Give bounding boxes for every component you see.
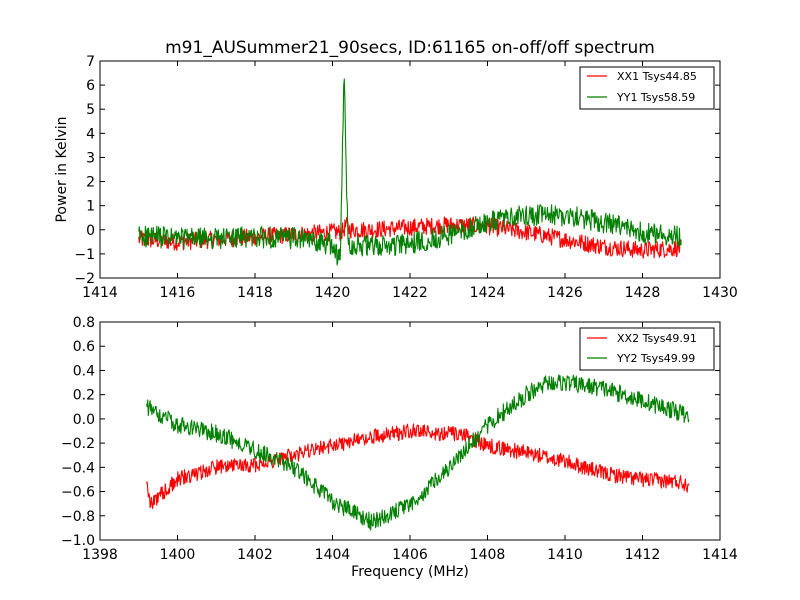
x-tick-label: 1416 xyxy=(160,285,196,301)
y-tick-label: 0.6 xyxy=(73,339,95,355)
x-tick-label: 1424 xyxy=(470,285,506,301)
y-tick-label: −1 xyxy=(74,247,95,263)
legend-label-xx2: XX2 Tsys49.91 xyxy=(617,332,697,345)
y-tick-label: 0.0 xyxy=(73,412,95,428)
x-tick-label: 1408 xyxy=(470,547,506,563)
y-tick-label: 6 xyxy=(86,78,95,94)
x-tick-label: 1426 xyxy=(547,285,583,301)
y-tick-label: 3 xyxy=(86,150,95,166)
x-tick-label: 1420 xyxy=(315,285,351,301)
x-tick-label: 1402 xyxy=(237,547,273,563)
y-tick-label: 4 xyxy=(86,126,95,142)
top-spectrum-plot: 1414 1416 1418 1420 1422 1424 1426 1428 1430−2−1… xyxy=(54,54,738,301)
x-tick-label: 1414 xyxy=(702,547,738,563)
x-tick-label: 1398 xyxy=(82,547,118,563)
y-tick-label: 0 xyxy=(86,223,95,239)
series-line-xx2 xyxy=(145,423,690,509)
y-tick-label: 5 xyxy=(86,102,95,118)
bottom-ticks-group: 1398 1400 1402 1404 1406 1408 1410 1412 1414 −1.0… xyxy=(61,315,738,563)
x-tick-label: 1406 xyxy=(392,547,428,563)
top-legend-box xyxy=(579,66,715,110)
top-ticks-group: 1414 1416 1418 1420 1422 1424 1426 1428 1430−2−1… xyxy=(74,54,737,301)
top-y-axis-label: Power in Kelvin xyxy=(54,116,70,222)
legend-label-yy2: YY2 Tsys49.99 xyxy=(616,352,695,365)
legend-label-xx1: XX1 Tsys44.85 xyxy=(617,70,697,83)
x-tick-label: 1404 xyxy=(315,547,351,563)
series-line-yy2 xyxy=(145,374,690,531)
legend-label-yy1: YY1 Tsys58.59 xyxy=(616,91,695,104)
bottom-legend: XX2 Tsys49.91 YY2 Tsys49.99 xyxy=(579,327,715,371)
y-tick-label: 0.4 xyxy=(73,363,95,379)
series-line-yy1 xyxy=(138,78,682,266)
x-tick-label: 1428 xyxy=(625,285,661,301)
top-legend: XX1 Tsys44.85 YY1 Tsys58.59 xyxy=(579,66,715,110)
x-tick-label: 1414 xyxy=(82,285,118,301)
bottom-legend-box xyxy=(579,327,715,371)
x-tick-label: 1418 xyxy=(237,285,273,301)
x-tick-label: 1430 xyxy=(702,285,738,301)
x-tick-label: 1412 xyxy=(625,547,661,563)
bottom-spectrum-plot: 1398 1400 1402 1404 1406 1408 1410 1412 1414 −1.0… xyxy=(61,315,738,580)
y-tick-label: −0.2 xyxy=(61,436,95,452)
x-tick-label: 1410 xyxy=(547,547,583,563)
chart-title: m91_AUSummer21_90secs, ID:61165 on-off/o… xyxy=(165,38,655,58)
y-tick-label: 0.8 xyxy=(73,315,95,331)
y-tick-label: 2 xyxy=(86,175,95,191)
y-tick-label: 0.2 xyxy=(73,388,95,404)
y-tick-label: −2 xyxy=(74,271,95,287)
x-tick-label: 1400 xyxy=(160,547,196,563)
y-tick-label: 7 xyxy=(86,54,95,70)
y-tick-label: 1 xyxy=(86,199,95,215)
y-tick-label: −1.0 xyxy=(61,533,95,549)
y-tick-label: −0.4 xyxy=(61,460,95,476)
y-tick-label: −0.8 xyxy=(61,509,95,525)
top-series-group xyxy=(138,78,682,266)
y-tick-label: −0.6 xyxy=(61,485,95,501)
bottom-series-group xyxy=(145,374,690,531)
bottom-x-axis-label: Frequency (MHz) xyxy=(351,564,469,580)
x-tick-label: 1422 xyxy=(392,285,428,301)
